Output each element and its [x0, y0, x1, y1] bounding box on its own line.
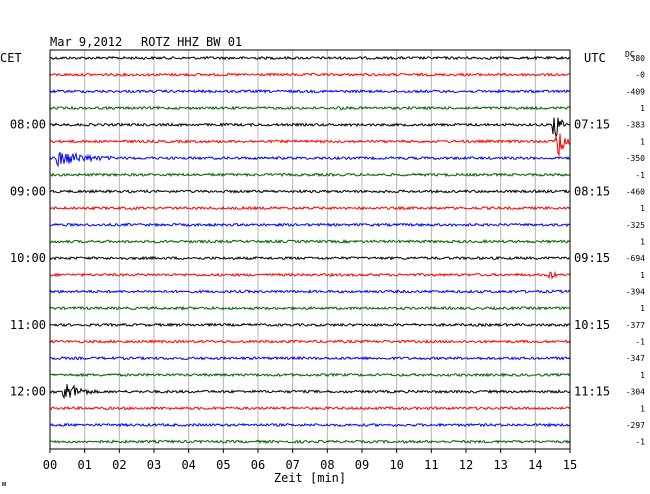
dc-offset-label: -460	[626, 187, 645, 196]
corner-mark: ᴍ	[2, 480, 6, 488]
header-station: ROTZ HHZ BW 01	[141, 35, 242, 49]
dc-offset-label: -380	[626, 54, 645, 63]
x-tick-label: 07	[285, 458, 299, 472]
x-tick-label: 06	[251, 458, 265, 472]
x-axis-ticks: 00 01 02 03 04 05 06 07 08 09 10 11 12 13 14 15	[43, 449, 577, 472]
dc-offset-label: -297	[626, 421, 645, 430]
x-axis-label: Zeit [min]	[274, 471, 346, 485]
seismic-trace-6	[49, 151, 571, 168]
x-tick-label: 09	[355, 458, 369, 472]
seismic-trace-17	[49, 339, 571, 344]
x-tick-label: 14	[528, 458, 542, 472]
seismic-traces	[49, 55, 571, 445]
x-tick-label: 04	[181, 458, 195, 472]
seismic-trace-9	[49, 205, 571, 211]
x-tick-label: 10	[389, 458, 403, 472]
seismic-trace-7	[49, 172, 571, 178]
x-tick-label: 08	[320, 458, 334, 472]
dc-offset-label: -350	[626, 154, 645, 163]
dc-offset-label: -347	[626, 354, 645, 363]
seismic-trace-2	[49, 88, 571, 94]
seismic-trace-10	[50, 222, 570, 228]
seismic-trace-16	[49, 322, 571, 328]
left-timezone-label: CET	[0, 51, 22, 65]
dc-offset-label: -325	[626, 221, 645, 230]
left-time-label: 11:00	[10, 318, 46, 332]
x-tick-label: 03	[147, 458, 161, 472]
dc-offset-label: -394	[626, 288, 645, 297]
right-time-labels: 07:15 08:15 09:15 10:15 11:15	[574, 118, 610, 399]
left-time-label: 08:00	[10, 118, 46, 132]
seismic-trace-1	[49, 72, 571, 78]
right-time-label: 10:15	[574, 318, 610, 332]
seismic-trace-19	[50, 372, 571, 378]
seismic-trace-0	[49, 55, 571, 61]
header-date: Mar 9,2012	[50, 35, 122, 49]
x-tick-label: 11	[424, 458, 438, 472]
seismic-trace-15	[49, 305, 571, 311]
dc-offset-label: 1	[640, 271, 645, 280]
seismic-trace-18	[49, 355, 571, 361]
dc-offset-labels: -380 -0 -409 1 -383 1 -350 -1 -460 1 -325 1 -694 1 -39…	[626, 54, 645, 447]
dc-offset-label: -1	[635, 438, 645, 447]
seismic-trace-11	[49, 239, 571, 244]
dc-offset-label: -304	[626, 388, 645, 397]
right-time-label: 07:15	[574, 118, 610, 132]
left-time-labels: 08:00 09:00 10:00 11:00 12:00	[10, 118, 46, 399]
seismic-trace-12	[49, 255, 571, 261]
dc-offset-label: 1	[640, 237, 645, 246]
x-tick-label: 01	[77, 458, 91, 472]
dc-offset-label: 1	[640, 371, 645, 380]
grid-lines	[84, 50, 536, 449]
left-time-label: 09:00	[10, 184, 46, 198]
dc-offset-label: 1	[640, 304, 645, 313]
x-tick-label: 12	[459, 458, 473, 472]
seismic-trace-3	[49, 105, 571, 111]
dc-offset-label: -0	[635, 71, 645, 80]
right-timezone-label: UTC	[584, 51, 606, 65]
dc-offset-label: -694	[626, 254, 645, 263]
x-tick-label: 00	[43, 458, 57, 472]
dc-offset-label: 1	[640, 204, 645, 213]
left-time-label: 12:00	[10, 385, 46, 399]
dc-offset-label: -409	[626, 87, 645, 96]
dc-offset-label: 1	[640, 137, 645, 146]
seismic-trace-14	[49, 289, 571, 294]
dc-offset-label: -383	[626, 121, 645, 130]
x-tick-label: 13	[493, 458, 507, 472]
x-tick-label: 05	[216, 458, 230, 472]
seismic-trace-13	[49, 270, 571, 280]
seismic-trace-4	[49, 117, 571, 139]
dc-label: DC	[625, 50, 635, 59]
plot-frame	[49, 49, 571, 450]
right-time-label: 11:15	[574, 385, 610, 399]
dc-offset-label: 1	[640, 104, 645, 113]
dc-offset-label: -1	[635, 171, 645, 180]
seismic-trace-23	[49, 439, 571, 445]
seismic-trace-5	[49, 133, 571, 157]
dc-offset-label: -377	[626, 321, 645, 330]
seismic-trace-22	[49, 422, 571, 428]
seismic-trace-20	[49, 384, 571, 400]
right-time-label: 08:15	[574, 184, 610, 198]
right-time-label: 09:15	[574, 251, 610, 265]
dc-offset-label: 1	[640, 404, 645, 413]
seismic-trace-8	[49, 188, 571, 194]
seismic-trace-21	[49, 405, 571, 411]
dc-offset-label: -1	[635, 338, 645, 347]
x-tick-label: 15	[563, 458, 577, 472]
x-tick-label: 02	[112, 458, 126, 472]
left-time-label: 10:00	[10, 251, 46, 265]
